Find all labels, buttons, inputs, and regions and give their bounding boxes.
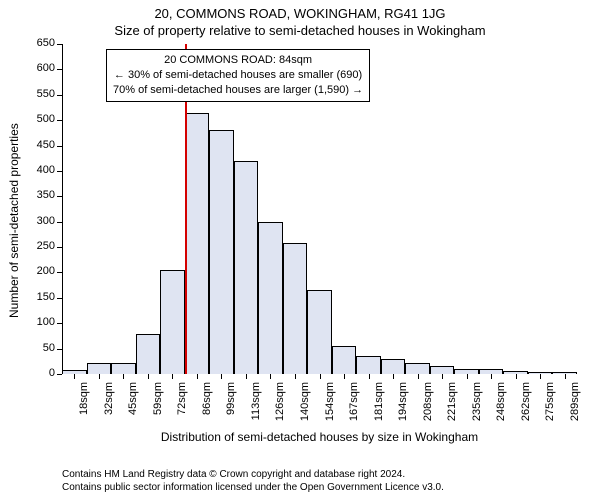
y-tick-label: 500	[27, 113, 55, 125]
x-tick-mark	[270, 374, 271, 379]
histogram-bar	[430, 366, 455, 374]
x-tick-mark	[467, 374, 468, 379]
chart-title: 20, COMMONS ROAD, WOKINGHAM, RG41 1JG	[0, 0, 600, 21]
histogram-bar	[87, 363, 112, 374]
y-axis-line	[62, 44, 63, 374]
y-tick-label: 300	[27, 215, 55, 227]
annotation-line: 20 COMMONS ROAD: 84sqm	[113, 53, 363, 68]
x-tick-label: 18sqm	[78, 382, 90, 430]
y-tick-mark	[57, 222, 62, 223]
histogram-bar	[160, 270, 185, 374]
histogram-bar	[332, 346, 357, 374]
x-tick-label: 154sqm	[324, 382, 336, 430]
histogram-bar	[381, 359, 406, 374]
y-tick-mark	[57, 374, 62, 375]
x-tick-mark	[295, 374, 296, 379]
x-tick-label: 86sqm	[201, 382, 213, 430]
x-tick-label: 275sqm	[544, 382, 556, 430]
y-tick-label: 100	[27, 316, 55, 328]
y-tick-label: 250	[27, 240, 55, 252]
x-tick-label: 167sqm	[348, 382, 360, 430]
x-tick-label: 32sqm	[103, 382, 115, 430]
y-tick-mark	[57, 171, 62, 172]
y-tick-mark	[57, 120, 62, 121]
y-tick-label: 400	[27, 164, 55, 176]
x-tick-mark	[540, 374, 541, 379]
histogram-bar	[356, 356, 381, 374]
x-tick-mark	[491, 374, 492, 379]
histogram-bar	[209, 130, 234, 374]
x-tick-label: 235sqm	[471, 382, 483, 430]
y-tick-label: 200	[27, 265, 55, 277]
y-tick-label: 450	[27, 139, 55, 151]
x-tick-label: 140sqm	[299, 382, 311, 430]
x-tick-label: 262sqm	[520, 382, 532, 430]
x-tick-label: 45sqm	[127, 382, 139, 430]
x-tick-mark	[369, 374, 370, 379]
x-tick-mark	[393, 374, 394, 379]
y-tick-mark	[57, 44, 62, 45]
y-tick-label: 0	[27, 367, 55, 379]
chart-subtitle: Size of property relative to semi-detach…	[0, 21, 600, 38]
x-tick-label: 208sqm	[422, 382, 434, 430]
histogram-bar	[136, 334, 161, 374]
y-tick-label: 350	[27, 189, 55, 201]
x-tick-mark	[246, 374, 247, 379]
x-tick-label: 181sqm	[373, 382, 385, 430]
histogram-bar	[234, 161, 259, 374]
y-tick-label: 150	[27, 291, 55, 303]
histogram-bar	[111, 363, 136, 374]
x-tick-label: 289sqm	[569, 382, 581, 430]
x-axis-label: Distribution of semi-detached houses by …	[62, 430, 577, 444]
y-tick-mark	[57, 323, 62, 324]
y-tick-mark	[57, 349, 62, 350]
x-tick-mark	[148, 374, 149, 379]
histogram-bar	[307, 290, 332, 374]
x-tick-mark	[418, 374, 419, 379]
y-tick-mark	[57, 196, 62, 197]
x-tick-mark	[516, 374, 517, 379]
y-tick-mark	[57, 95, 62, 96]
y-tick-label: 600	[27, 62, 55, 74]
annotation-line: ← 30% of semi-detached houses are smalle…	[113, 68, 363, 83]
x-tick-label: 59sqm	[152, 382, 164, 430]
footer-line: Contains public sector information licen…	[62, 481, 444, 494]
x-tick-mark	[74, 374, 75, 379]
x-tick-label: 221sqm	[446, 382, 458, 430]
y-tick-mark	[57, 69, 62, 70]
footer: Contains HM Land Registry data © Crown c…	[62, 468, 444, 494]
x-tick-mark	[123, 374, 124, 379]
chart-container: 20, COMMONS ROAD, WOKINGHAM, RG41 1JG Si…	[0, 0, 600, 500]
x-tick-label: 72sqm	[176, 382, 188, 430]
x-tick-mark	[172, 374, 173, 379]
y-tick-label: 650	[27, 37, 55, 49]
x-tick-label: 113sqm	[250, 382, 262, 430]
x-tick-mark	[99, 374, 100, 379]
histogram-bar	[405, 363, 430, 374]
x-tick-mark	[320, 374, 321, 379]
annotation-line: 70% of semi-detached houses are larger (…	[113, 83, 363, 98]
histogram-bar	[283, 243, 308, 374]
y-axis-label: Number of semi-detached properties	[7, 98, 21, 318]
y-tick-label: 50	[27, 342, 55, 354]
x-tick-mark	[221, 374, 222, 379]
x-tick-label: 248sqm	[495, 382, 507, 430]
y-tick-mark	[57, 146, 62, 147]
histogram-bar	[258, 222, 283, 374]
y-tick-mark	[57, 272, 62, 273]
x-tick-label: 99sqm	[225, 382, 237, 430]
histogram-bar	[185, 113, 210, 374]
x-tick-mark	[344, 374, 345, 379]
x-tick-label: 126sqm	[274, 382, 286, 430]
x-tick-mark	[442, 374, 443, 379]
y-tick-mark	[57, 298, 62, 299]
x-tick-mark	[565, 374, 566, 379]
x-tick-mark	[197, 374, 198, 379]
annotation-box: 20 COMMONS ROAD: 84sqm ← 30% of semi-det…	[106, 49, 370, 102]
y-tick-label: 550	[27, 88, 55, 100]
footer-line: Contains HM Land Registry data © Crown c…	[62, 468, 444, 481]
y-tick-mark	[57, 247, 62, 248]
x-tick-label: 194sqm	[397, 382, 409, 430]
